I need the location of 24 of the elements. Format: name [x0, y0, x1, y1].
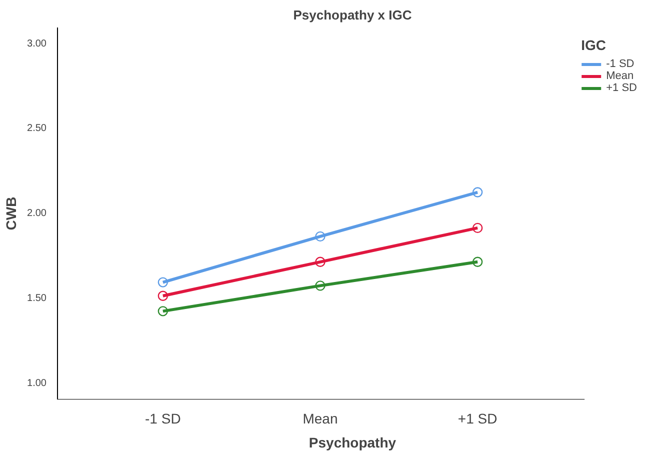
x-axis-title: Psychopathy — [308, 434, 396, 450]
point — [472, 187, 483, 198]
x-tick-label: -1 SD — [145, 410, 181, 426]
point — [315, 231, 326, 242]
y-tick-label: 3.00 — [27, 38, 47, 50]
y-tick-label: 2.50 — [27, 123, 47, 134]
x-tick-label: Mean — [302, 410, 338, 426]
point — [158, 306, 168, 316]
point — [158, 290, 168, 301]
point — [315, 256, 326, 267]
y-axis-title: CWB — [3, 196, 20, 230]
y-tick-label: 2.00 — [27, 208, 47, 220]
y-tick-label: 1.00 — [27, 378, 47, 390]
legend-label: +1 SD — [606, 82, 637, 94]
point — [158, 277, 168, 288]
point — [472, 256, 483, 267]
point — [315, 280, 326, 291]
x-tick-label: +1 SD — [458, 410, 498, 426]
point — [472, 222, 483, 234]
legend-title: IGC — [581, 37, 607, 53]
legend-label: -1 SD — [606, 58, 634, 70]
legend-label: Mean — [606, 70, 634, 82]
chart-title: Psychopathy x IGC — [293, 8, 412, 22]
y-tick-label: 1.50 — [27, 293, 47, 304]
